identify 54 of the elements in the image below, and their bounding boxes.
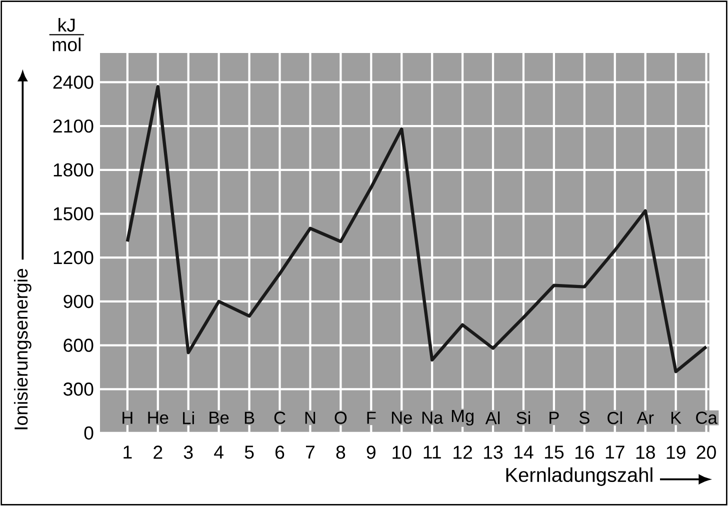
y-tick-label: 1200 <box>54 250 94 264</box>
annotation: H <box>122 412 132 424</box>
y-tick-label: 2400 <box>53 76 94 89</box>
y-axis-title: Ionisierungsenergie <box>14 268 32 430</box>
annotation: Ca <box>696 412 718 424</box>
annotation: He <box>148 412 168 424</box>
x-tick-label: 4 <box>214 446 224 459</box>
annotation: Ar <box>636 412 654 424</box>
annotation: O <box>334 412 347 424</box>
annotation: Cl <box>608 411 622 424</box>
text: mol <box>52 38 80 52</box>
annotation: Ne <box>392 412 412 424</box>
annotation: F <box>367 412 376 424</box>
annotation: P <box>550 412 559 424</box>
annotation: Na <box>422 412 444 424</box>
x-tick-label: 17 <box>606 446 624 459</box>
annotation: Si <box>516 411 530 424</box>
annotation: Mg <box>452 410 474 426</box>
x-tick-label: 1 <box>124 446 132 459</box>
x-tick-label: 8 <box>336 446 346 459</box>
line-series <box>126 85 708 374</box>
annotation: Al <box>485 412 500 424</box>
x-tick-label: 11 <box>424 446 441 459</box>
y-tick-label: 1800 <box>54 163 94 177</box>
x-tick-label: 14 <box>514 446 534 459</box>
text: kJ <box>58 18 75 32</box>
x-tick-label: 7 <box>306 446 314 459</box>
annotation: S <box>579 412 590 424</box>
x-tick-label: 20 <box>696 446 716 459</box>
annotation: Be <box>210 412 229 424</box>
x-tick-label: 9 <box>366 446 376 459</box>
y-tick-label: 900 <box>64 294 94 308</box>
x-tick-label: 13 <box>484 446 503 459</box>
y-tick-label: 1500 <box>54 207 94 220</box>
annotation: N <box>305 412 316 424</box>
x-tick-label: 5 <box>244 446 254 459</box>
y-tick-label: 2100 <box>53 119 94 133</box>
x-tick-label: 6 <box>276 446 284 459</box>
x-tick-label: 15 <box>544 446 564 459</box>
y-tick-label: 600 <box>64 338 94 352</box>
annotation: C <box>274 412 286 424</box>
annotation: B <box>244 412 254 424</box>
x-tick-label: 3 <box>184 446 193 459</box>
x-tick-label: 10 <box>392 446 412 459</box>
annotation: K <box>671 412 682 424</box>
x-axis-title: Kernladungszahl <box>506 467 652 486</box>
x-tick-label: 16 <box>575 446 594 459</box>
x-tick-label: 2 <box>154 446 162 459</box>
y-tick-label: 300 <box>64 382 94 396</box>
annotation: Li <box>183 412 194 424</box>
y-tick-label: 0 <box>84 426 94 440</box>
x-tick-label: 18 <box>636 446 655 459</box>
x-tick-label: 19 <box>666 446 686 459</box>
x-tick-label: 12 <box>454 446 472 459</box>
